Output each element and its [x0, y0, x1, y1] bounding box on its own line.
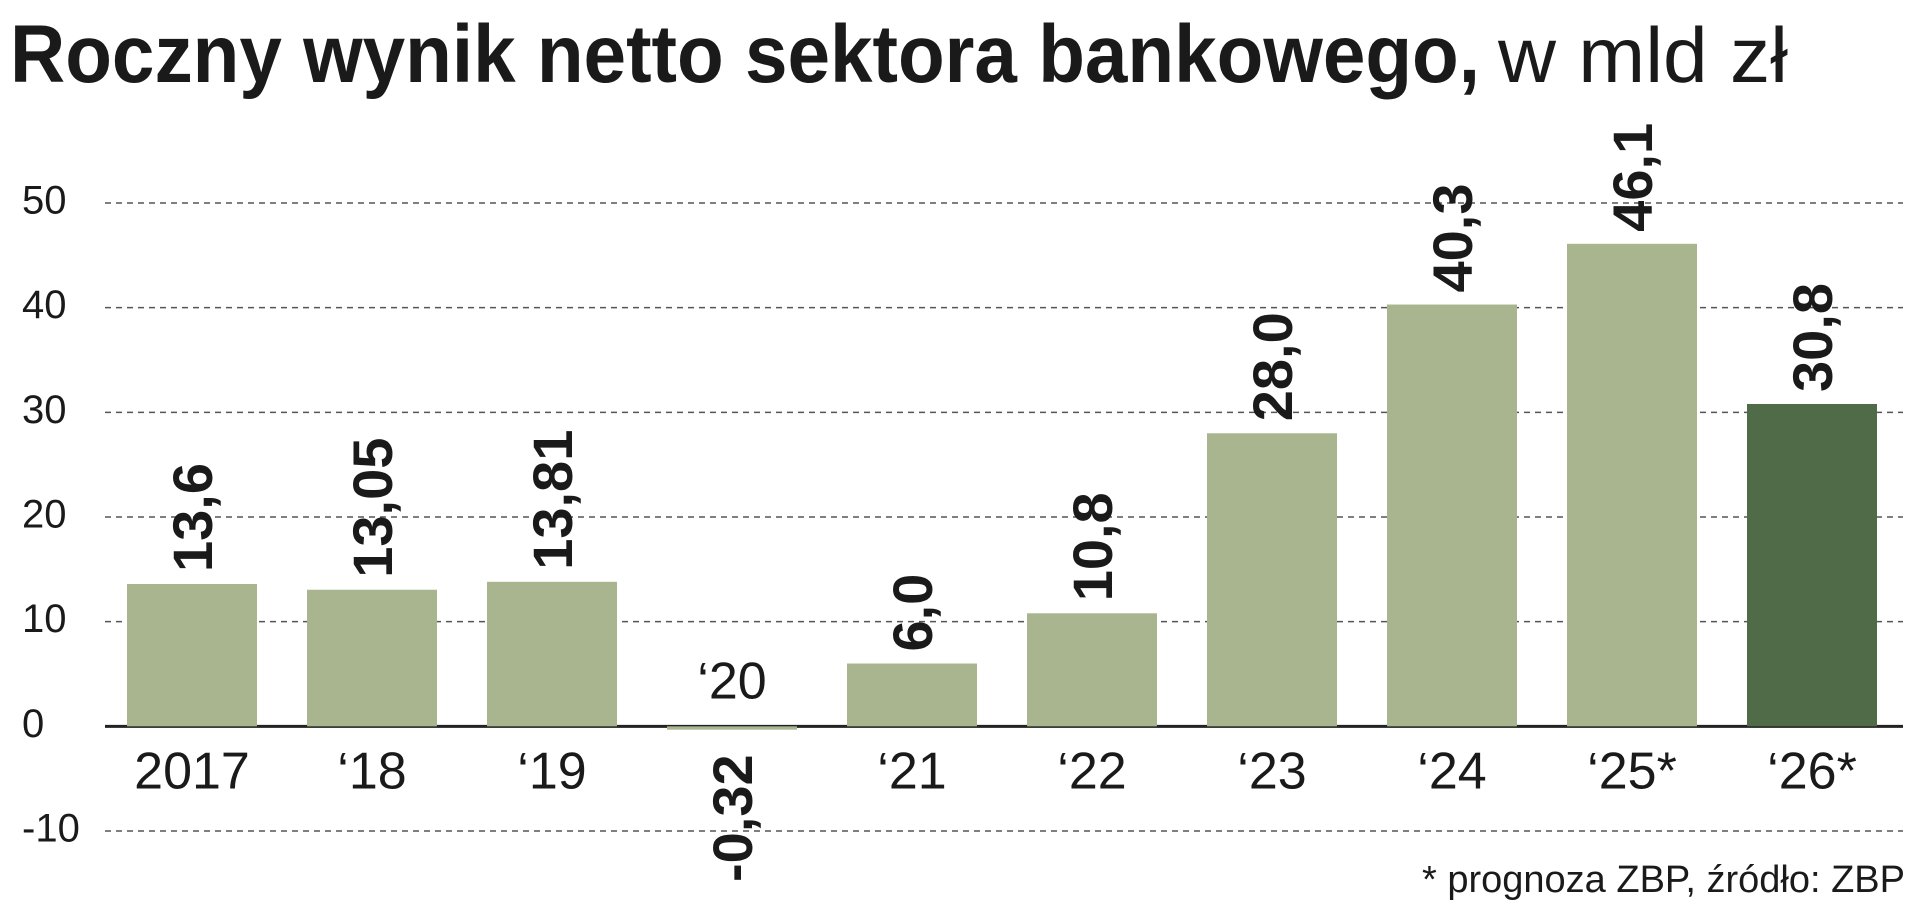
- value-label: 40,3: [1421, 184, 1484, 293]
- value-label: 28,0: [1241, 312, 1304, 421]
- y-tick-label: 30: [22, 388, 67, 432]
- x-tick-label: ‘24: [1417, 742, 1486, 800]
- value-label: 13,6: [161, 463, 224, 572]
- x-tick-label: ‘20: [697, 652, 766, 710]
- bar: [667, 726, 797, 730]
- value-label: 13,05: [341, 438, 404, 578]
- bar: [1567, 243, 1697, 727]
- y-tick-label: 10: [22, 597, 67, 641]
- source-note: * prognoza ZBP, źródło: ZBP: [1422, 859, 1905, 901]
- bar: [307, 589, 437, 727]
- bar: [1207, 433, 1337, 727]
- bar: [847, 663, 977, 727]
- value-label: 46,1: [1601, 123, 1664, 232]
- x-tick-label: ‘19: [517, 742, 586, 800]
- y-tick-label: 40: [22, 283, 67, 327]
- x-tick-label: ‘25*: [1587, 742, 1677, 800]
- y-tick-label: -10: [22, 807, 80, 851]
- y-tick-label: 50: [22, 179, 67, 223]
- value-label: 10,8: [1061, 492, 1124, 601]
- value-label: 6,0: [881, 574, 944, 652]
- bar: [1027, 613, 1157, 727]
- x-tick-label: ‘23: [1237, 742, 1306, 800]
- value-label: -0,32: [701, 754, 764, 882]
- value-label: 30,8: [1781, 283, 1844, 392]
- value-label: 13,81: [521, 430, 584, 570]
- bar: [487, 581, 617, 727]
- bar: [1387, 304, 1517, 727]
- x-tick-label: ‘18: [337, 742, 406, 800]
- x-tick-label: ‘22: [1057, 742, 1126, 800]
- x-tick-label: 2017: [134, 742, 250, 800]
- x-tick-label: ‘26*: [1767, 742, 1857, 800]
- y-tick-label: 0: [22, 702, 44, 746]
- chart-title: Roczny wynik netto sektora bankowego,: [10, 9, 1480, 100]
- bar: [1747, 403, 1877, 727]
- bar: [127, 583, 257, 727]
- y-tick-label: 20: [22, 493, 67, 537]
- x-tick-label: ‘21: [877, 742, 946, 800]
- chart-subtitle: w mld zł: [1497, 11, 1788, 99]
